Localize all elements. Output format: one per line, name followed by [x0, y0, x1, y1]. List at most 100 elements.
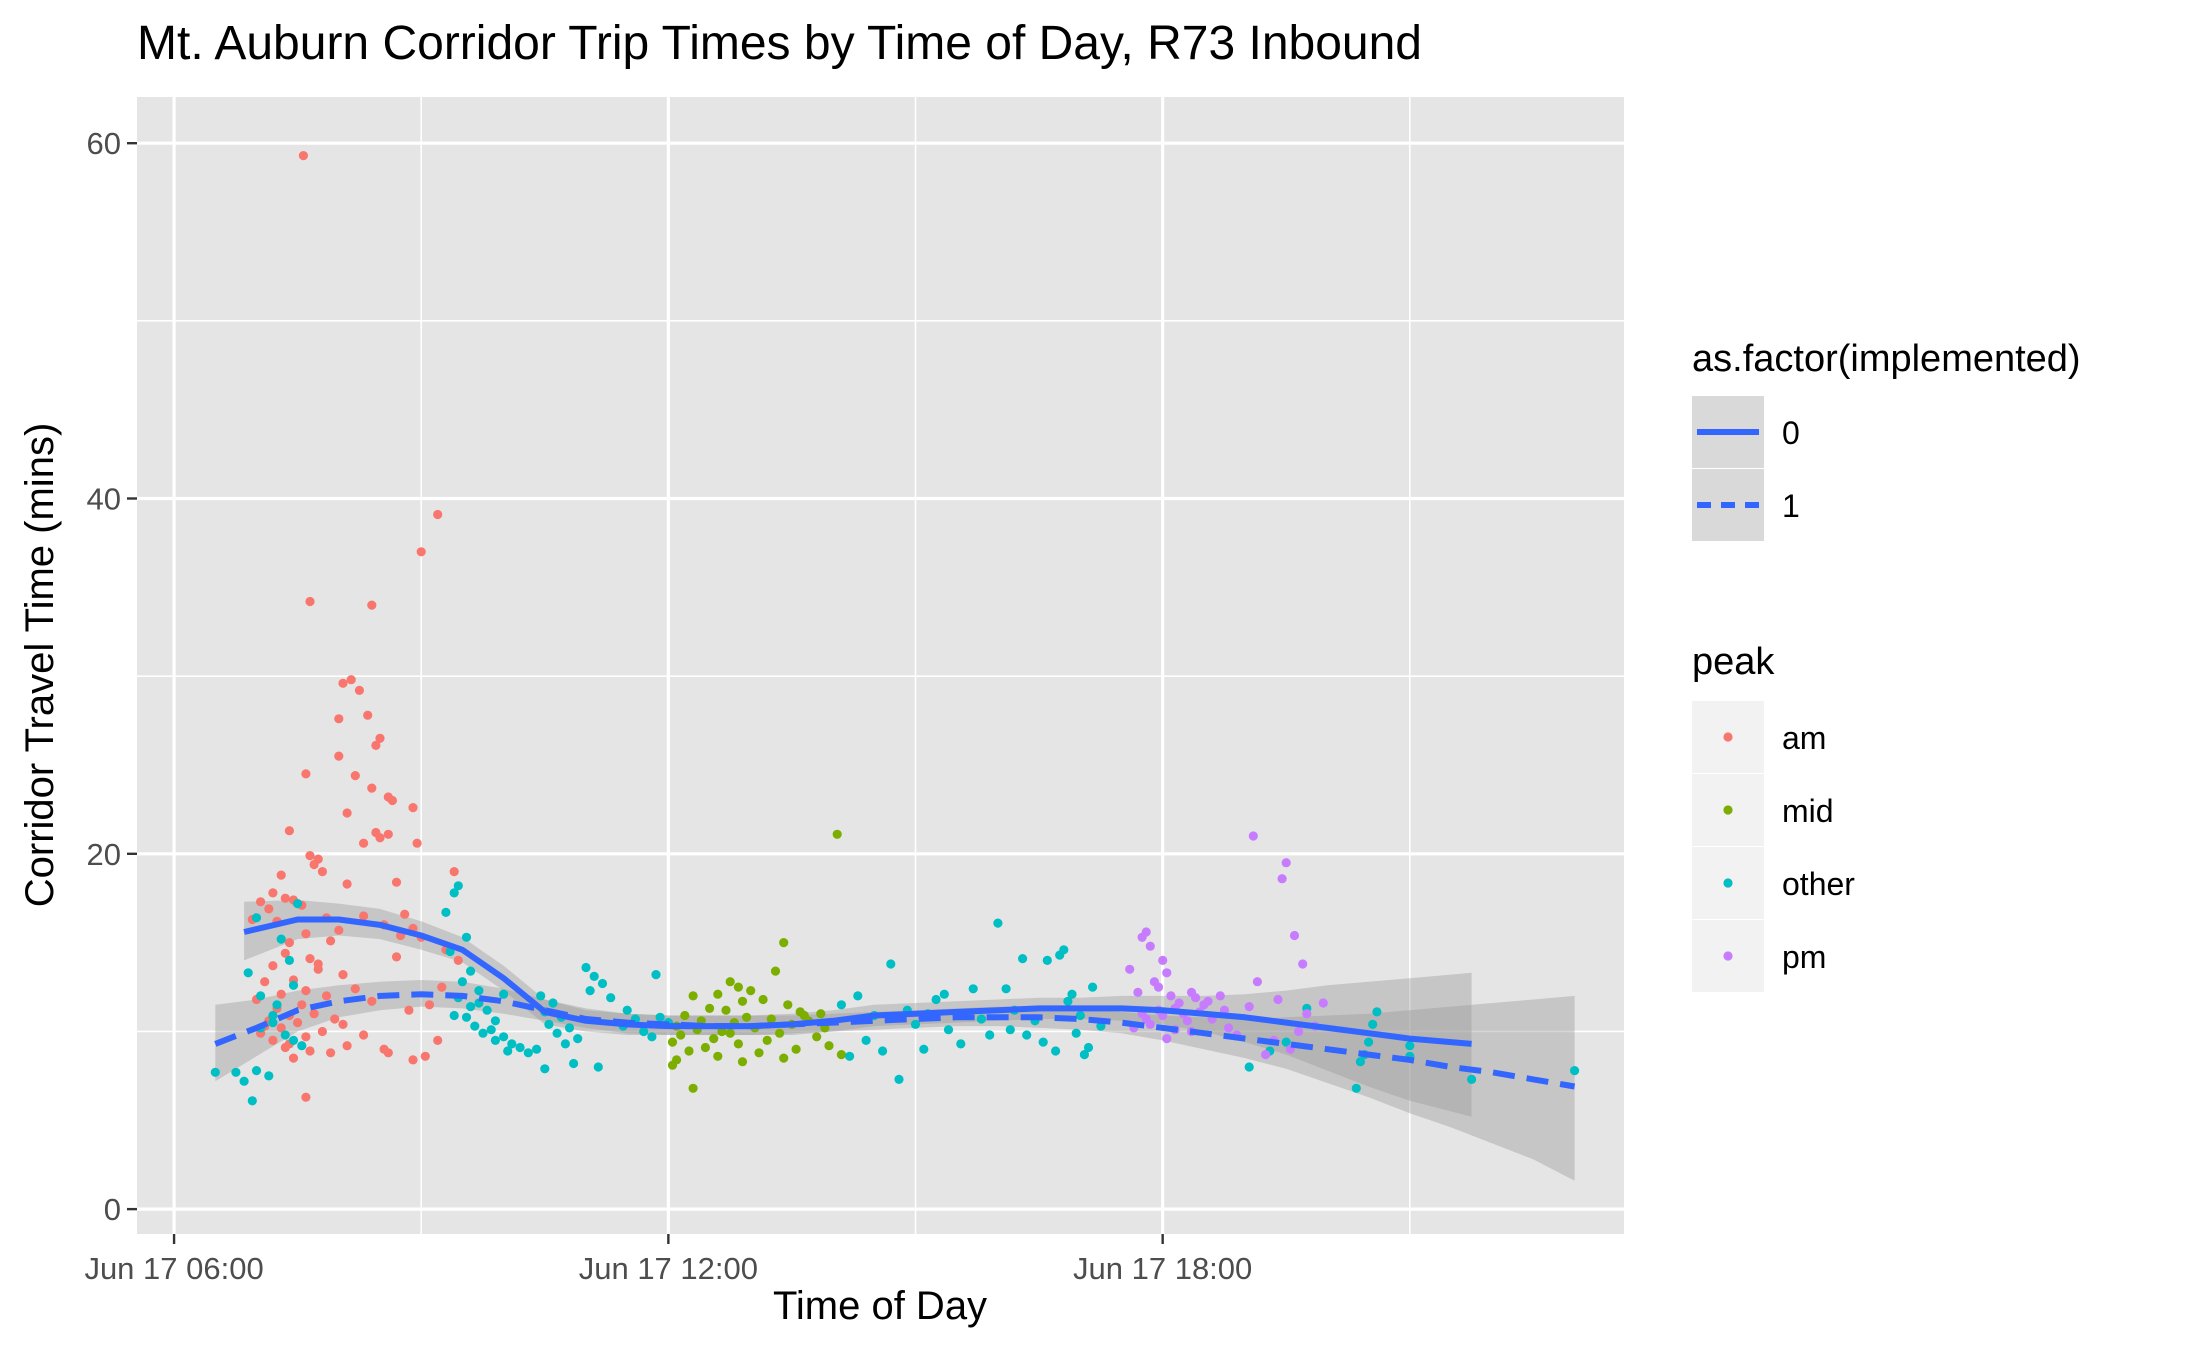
point-am	[400, 909, 410, 919]
point-pm	[1298, 959, 1308, 969]
point-mid	[667, 1060, 678, 1070]
point-mid	[676, 1030, 686, 1040]
point-am	[359, 1030, 369, 1040]
point-other	[1005, 1025, 1015, 1035]
y-axis-label: Corridor Travel Time (mins)	[18, 423, 62, 908]
point-other	[499, 989, 509, 999]
legend-dot-mid-icon	[1723, 805, 1733, 815]
point-mid	[746, 986, 756, 996]
point-other	[457, 977, 467, 987]
point-other	[548, 998, 558, 1008]
point-other	[293, 899, 303, 909]
point-other	[1071, 1028, 1081, 1038]
point-other	[470, 1021, 480, 1031]
point-am	[354, 685, 364, 696]
point-other	[449, 888, 459, 898]
point-other	[486, 1025, 496, 1035]
point-other	[461, 1012, 472, 1022]
point-pm	[1277, 874, 1287, 884]
point-mid	[783, 1000, 793, 1010]
point-other	[589, 971, 599, 982]
point-am	[338, 678, 348, 688]
point-other	[490, 1035, 500, 1045]
point-mid	[700, 1042, 711, 1053]
point-other	[606, 993, 616, 1003]
point-other	[1018, 954, 1028, 964]
point-other	[1063, 996, 1073, 1006]
point-other	[523, 1048, 533, 1058]
point-mid	[812, 1032, 822, 1042]
point-other	[490, 1016, 500, 1026]
point-mid	[721, 1005, 731, 1015]
point-am	[268, 1035, 278, 1045]
point-am	[350, 771, 360, 781]
point-am	[338, 1019, 348, 1029]
point-am	[367, 783, 377, 793]
point-mid	[824, 1041, 834, 1051]
point-am	[433, 509, 443, 520]
point-mid	[705, 1003, 715, 1014]
confidence-ribbons	[215, 900, 1575, 1181]
point-other	[573, 1034, 583, 1044]
point-other	[239, 1076, 249, 1086]
point-am	[383, 829, 393, 839]
x-tick-label: Jun 17 18:00	[1073, 1251, 1252, 1286]
point-mid	[725, 977, 735, 987]
point-pm	[1281, 858, 1291, 868]
point-am	[280, 948, 290, 958]
point-other	[441, 907, 451, 918]
point-other	[1244, 1062, 1254, 1072]
point-pm	[1318, 998, 1328, 1008]
point-mid	[832, 829, 842, 839]
legend-label-other: other	[1782, 866, 1855, 902]
point-other	[499, 1032, 509, 1042]
legend-implemented: as.factor(implemented) 0 1	[1692, 338, 2081, 541]
point-am	[284, 938, 294, 948]
grid-minor	[137, 97, 1624, 1234]
y-tick-label: 60	[87, 126, 121, 161]
point-mid	[754, 1048, 764, 1058]
point-pm	[1145, 941, 1155, 951]
grid-major	[137, 97, 1624, 1234]
point-other	[1083, 1042, 1094, 1053]
point-pm	[1273, 994, 1283, 1005]
point-other	[1022, 1030, 1032, 1040]
point-am	[268, 961, 278, 971]
point-am	[280, 1042, 290, 1053]
point-pm	[1141, 927, 1151, 937]
point-am	[330, 1014, 340, 1024]
point-other	[243, 968, 253, 978]
point-other	[268, 1010, 278, 1021]
point-mid	[758, 994, 768, 1005]
point-other	[210, 1067, 220, 1077]
point-other	[976, 1014, 987, 1024]
point-am	[256, 897, 266, 907]
point-other	[1088, 982, 1098, 992]
point-other	[1355, 1057, 1365, 1067]
x-axis-label: Time of Day	[773, 1284, 987, 1328]
point-am	[404, 1005, 414, 1015]
point-am	[276, 989, 286, 999]
point-am	[276, 870, 286, 880]
point-am	[375, 833, 385, 843]
point-am	[326, 936, 336, 946]
point-other	[288, 980, 299, 990]
point-mid	[667, 1037, 678, 1047]
legend-label-mid: mid	[1782, 793, 1834, 829]
point-am	[408, 803, 418, 813]
point-other	[474, 986, 484, 996]
point-am	[264, 904, 274, 914]
point-other	[1405, 1041, 1415, 1051]
point-other	[515, 1042, 525, 1053]
point-am	[309, 859, 319, 870]
point-other	[264, 1071, 274, 1081]
point-am	[342, 1041, 352, 1051]
point-am	[317, 867, 327, 877]
point-am	[309, 1009, 319, 1019]
point-other	[1570, 1066, 1580, 1076]
point-other	[507, 1039, 517, 1049]
point-am	[371, 740, 381, 751]
point-mid	[799, 1010, 809, 1021]
point-other	[1075, 1010, 1085, 1021]
